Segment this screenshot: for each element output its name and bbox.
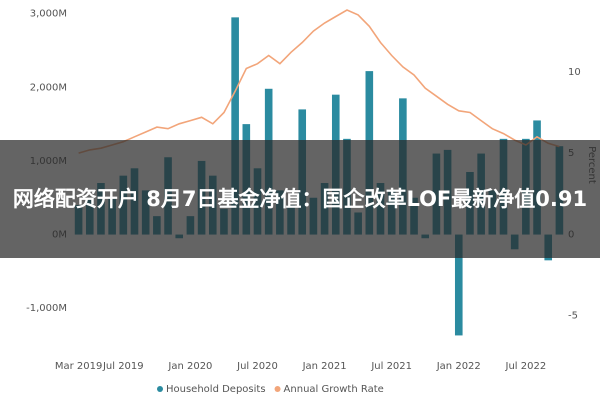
x-tick-label: Jul 2022 <box>505 361 547 372</box>
y-tick-label: 3,000M <box>30 9 67 20</box>
headline: 网络配资开户 8月7日基金净值：国企改革LOF最新净值0.91 <box>12 187 588 211</box>
x-tick-label: Mar 2019 <box>55 361 103 372</box>
legend-label: Annual Growth Rate <box>284 384 384 395</box>
x-tick-label: Jan 2022 <box>436 361 481 372</box>
y-tick-label: 2,000M <box>30 82 67 93</box>
banner: 网络配资开户 8月7日基金净值：国企改革LOF最新净值0.91 <box>0 140 600 258</box>
x-tick-label: Jul 2019 <box>102 361 144 372</box>
bar <box>454 234 463 336</box>
y2-tick-label: -5 <box>568 311 578 322</box>
x-tick-label: Jan 2021 <box>302 361 347 372</box>
x-tick-label: Jul 2020 <box>236 361 278 372</box>
y2-tick-label: 10 <box>568 67 581 78</box>
y-tick-label: -1,000M <box>26 303 67 314</box>
bar <box>231 17 239 235</box>
x-tick-label: Jul 2021 <box>370 361 412 372</box>
legend-label: Household Deposits <box>166 384 266 395</box>
legend-marker <box>274 386 281 392</box>
legend-marker <box>157 386 163 392</box>
line <box>78 9 560 154</box>
x-tick-label: Jan 2020 <box>167 361 212 372</box>
